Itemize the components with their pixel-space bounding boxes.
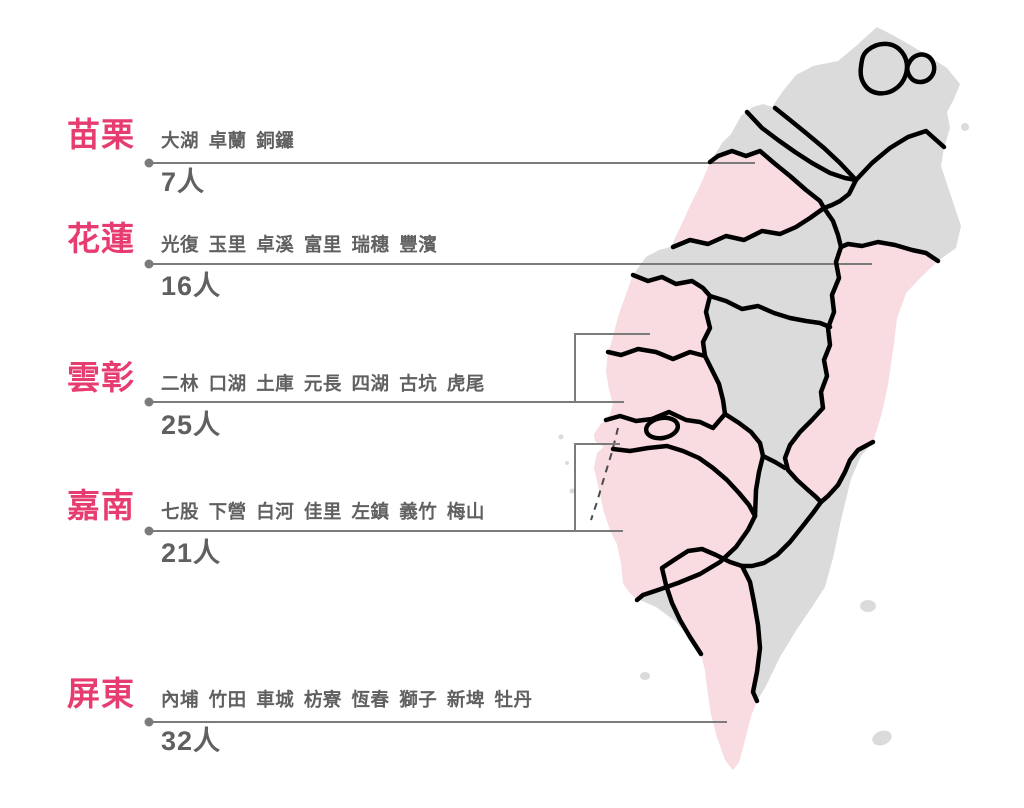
- orchid-island: [872, 730, 892, 746]
- yunchang-leader-line: [148, 333, 650, 403]
- coastal-islet: [565, 461, 569, 465]
- county-borders: [603, 41, 947, 704]
- coastal-islet: [558, 434, 564, 440]
- coastal-islet: [569, 488, 575, 494]
- keelung-islet: [961, 123, 969, 131]
- outlying-islands: [558, 123, 969, 746]
- leader-lines: [144, 158, 872, 727]
- chiayi-region: [594, 412, 763, 516]
- leader-dot: [144, 526, 154, 536]
- leader-dot: [144, 158, 154, 168]
- chiayi-city-ring: [643, 415, 681, 441]
- leader-dot: [144, 717, 154, 727]
- liuqiu-island: [640, 672, 650, 680]
- yunlin-region: [606, 349, 725, 428]
- green-island: [860, 600, 876, 612]
- leader-dot: [144, 397, 154, 407]
- keelung-ring: [905, 52, 937, 85]
- leader-dot: [144, 259, 154, 269]
- changhua-region: [608, 275, 710, 359]
- hualien-region: [785, 242, 938, 502]
- highlighted-regions: [594, 151, 938, 770]
- pingtung-region: [662, 549, 760, 770]
- chianan-leader-line: [148, 443, 623, 532]
- taipei-city-ring: [858, 41, 910, 96]
